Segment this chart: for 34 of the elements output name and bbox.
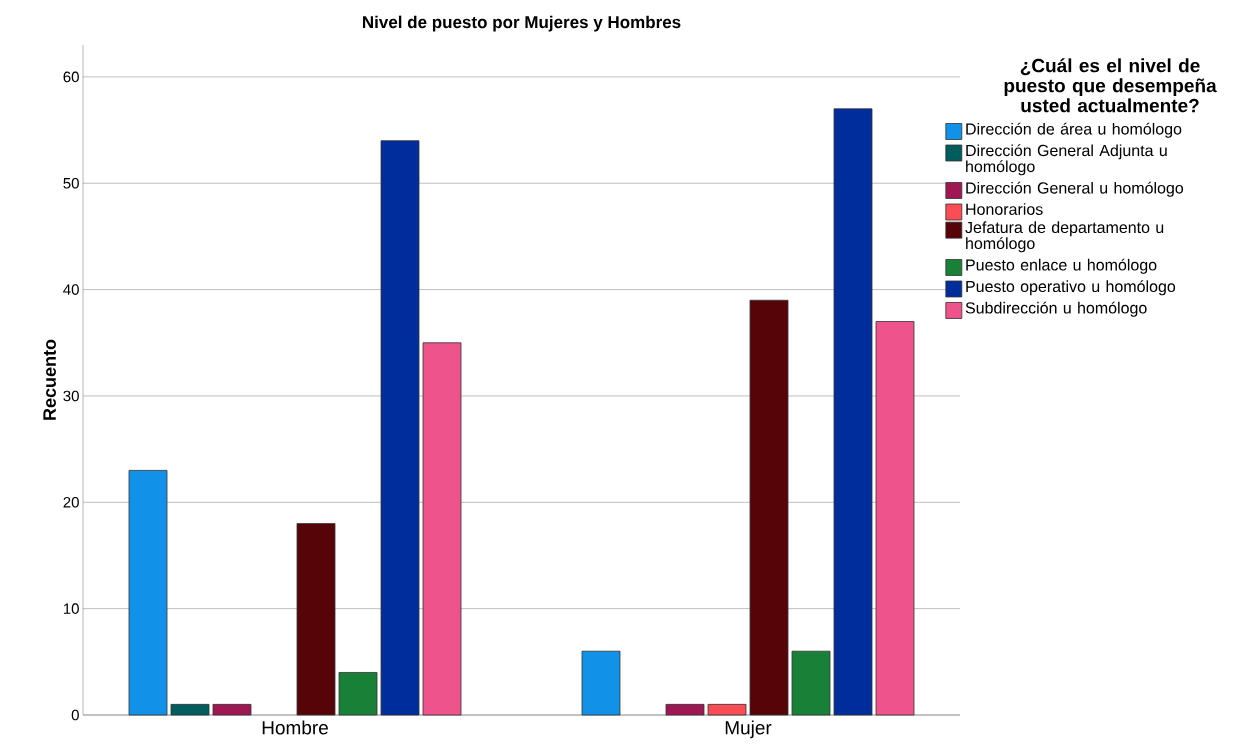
y-tick-label: 40 (63, 284, 79, 295)
y-tick-label: 50 (63, 177, 79, 189)
y-tick-label: 60 (63, 71, 79, 83)
legend-label: Dirección de área u homólogo (966, 122, 1182, 138)
bar (581, 650, 621, 716)
y-tick-label: 20 (63, 497, 79, 508)
bar (128, 469, 168, 716)
legend-label: Dirección General Adjunta u homólogo (966, 144, 1167, 176)
x-tick-label: Mujer (725, 720, 772, 739)
bar (422, 342, 462, 716)
bar (833, 108, 873, 716)
legend-title: ¿Cuál es el nivel de puesto que desempeña usted actualmente? (1004, 58, 1217, 113)
x-tick-label: Hombre (262, 720, 328, 735)
y-tick-label: 10 (63, 603, 79, 614)
bar (296, 523, 336, 716)
bar (338, 672, 378, 716)
legend-label: Dirección General u homólogo (966, 181, 1184, 197)
legend-label: Jefatura de departamento u homólogo (965, 221, 1164, 253)
legend-label: Puesto enlace u homólogo (966, 258, 1157, 274)
bar (665, 703, 705, 716)
bar (791, 650, 831, 716)
y-tick-label: 0 (71, 709, 79, 721)
bar (875, 321, 915, 716)
bar (707, 703, 747, 716)
legend-label: Subdirección u homólogo (965, 301, 1147, 317)
bar (212, 703, 252, 716)
y-tick-label: 30 (63, 390, 79, 402)
bar (170, 703, 210, 716)
chart-title: Nivel de puesto por Mujeres y Hombres (362, 15, 681, 32)
legend-label: Honorarios (966, 203, 1043, 215)
bar (380, 140, 420, 716)
y-axis-title: Recuento (43, 339, 56, 420)
bar (749, 299, 789, 716)
legend-label: Puesto operativo u homólogo (966, 280, 1176, 296)
